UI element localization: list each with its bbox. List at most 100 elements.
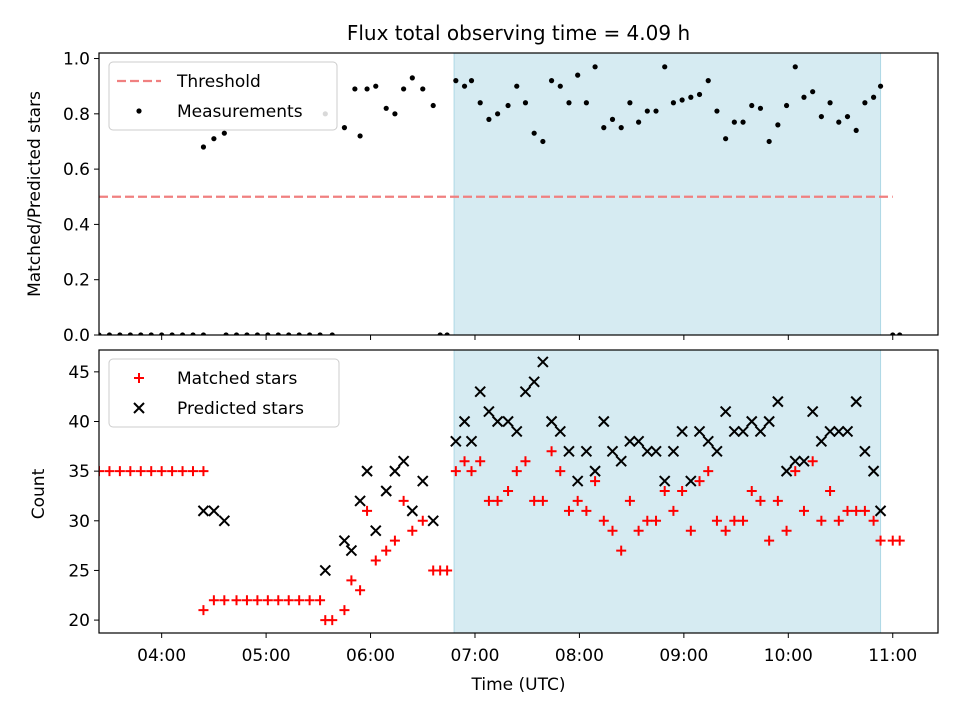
predicted-star-point <box>580 445 593 457</box>
measurement-point <box>495 111 501 117</box>
matched-star-point <box>790 466 801 477</box>
legend-label: Measurements <box>177 102 303 122</box>
predicted-star-point <box>780 465 793 477</box>
predicted-star-point <box>693 425 706 438</box>
predicted-star-point <box>650 445 662 457</box>
matched-star-point <box>156 466 167 477</box>
matched-star-point <box>339 605 350 616</box>
x-axis-label: Time (UTC) <box>471 675 566 695</box>
predicted-star-point <box>197 505 210 517</box>
y-tick-label: 0.0 <box>63 326 90 346</box>
predicted-star-point <box>417 475 429 487</box>
measurement-point <box>853 127 859 134</box>
measurement-point <box>138 332 144 335</box>
matched-star-point <box>859 505 870 516</box>
measurement-point <box>430 102 436 109</box>
matched-star-point <box>511 466 522 477</box>
observing-window-band <box>453 52 882 336</box>
legend-swatch-measurements <box>136 108 142 114</box>
matched-star-point <box>563 505 574 516</box>
measurement-point <box>373 83 379 89</box>
predicted-star-point <box>624 435 636 448</box>
predicted-star-point <box>589 465 601 477</box>
matched-star-point <box>875 535 886 546</box>
measurement-point <box>352 86 358 92</box>
matched-star-point <box>546 446 557 457</box>
legend-label: Threshold <box>176 72 261 92</box>
measurement-point <box>783 102 790 109</box>
measurement-point <box>486 116 492 122</box>
matched-star-point <box>529 495 540 506</box>
predicted-star-point <box>519 385 532 398</box>
matched-star-point <box>135 466 146 477</box>
predicted-star-point <box>491 415 504 428</box>
measurement-point <box>200 144 207 150</box>
matched-star-point <box>590 476 601 487</box>
measurement-point <box>810 89 816 95</box>
matched-star-point <box>198 466 209 477</box>
predicted-star-point <box>867 465 880 477</box>
matched-star-point <box>125 466 136 477</box>
measurement-point <box>766 138 772 145</box>
y-tick-label: 30 <box>68 512 90 532</box>
measurement-point <box>705 78 711 84</box>
chart-title: Flux total observing time = 4.09 h <box>347 21 690 45</box>
ratio-panel: 0.0 0.2 0.4 0.6 0.8 1.0 Threshold Measurements <box>63 50 939 346</box>
measurement-point <box>679 97 685 103</box>
matched-star-point <box>677 486 688 497</box>
measurement-point <box>453 78 459 84</box>
matched-star-point <box>633 525 644 536</box>
predicted-star-point <box>218 515 231 527</box>
matched-star-point <box>262 595 273 606</box>
measurement-point <box>221 130 227 136</box>
measurement-point <box>200 332 207 335</box>
matched-star-point <box>685 525 696 536</box>
measurement-point <box>627 100 633 106</box>
predicted-star-point <box>511 425 523 438</box>
measurement-point <box>296 332 302 335</box>
matched-star-point <box>104 466 115 477</box>
matched-star-point <box>219 595 230 606</box>
legend-box <box>108 358 340 428</box>
matched-star-point <box>720 525 731 536</box>
measurement-point <box>792 64 798 70</box>
measurement-point <box>505 102 511 109</box>
predicted-star-point <box>545 415 558 428</box>
matched-star-point <box>624 495 635 506</box>
measurement-point <box>522 100 529 106</box>
matched-star-point <box>598 515 609 526</box>
measurement-point <box>461 83 468 89</box>
y-tick-label: 45 <box>68 363 90 383</box>
matched-star-point <box>607 525 618 536</box>
y-tick-label: 0.8 <box>63 105 90 125</box>
predicted-star-point <box>427 515 439 527</box>
measurement-point <box>897 332 903 335</box>
matched-star-point <box>798 505 809 516</box>
y-tick-label: 0.6 <box>63 160 90 180</box>
matched-star-point <box>231 595 242 606</box>
matched-star-point <box>241 595 252 606</box>
matched-star-point <box>642 515 653 526</box>
measurement-point <box>307 332 313 335</box>
measurement-point <box>211 136 217 142</box>
predicted-star-point <box>641 445 654 457</box>
predicted-star-point <box>370 525 382 537</box>
matched-star-point <box>729 515 740 526</box>
measurement-point <box>609 116 616 122</box>
matched-star-point <box>807 456 818 467</box>
measurement-point <box>477 100 483 106</box>
predicted-star-point <box>798 455 810 467</box>
matched-star-point <box>842 505 853 516</box>
measurement-point <box>548 78 555 84</box>
predicted-star-point <box>406 505 419 517</box>
matched-star-point <box>114 466 125 477</box>
matched-star-point <box>167 466 178 477</box>
predicted-star-point <box>806 405 819 418</box>
matched-star-point <box>327 615 338 626</box>
matched-star-point <box>304 595 315 606</box>
matched-star-point <box>466 466 477 477</box>
matched-star-point <box>450 466 461 477</box>
y-tick-label: 1.0 <box>63 50 90 70</box>
measurement-point <box>575 72 581 78</box>
predicted-star-point <box>815 435 828 448</box>
